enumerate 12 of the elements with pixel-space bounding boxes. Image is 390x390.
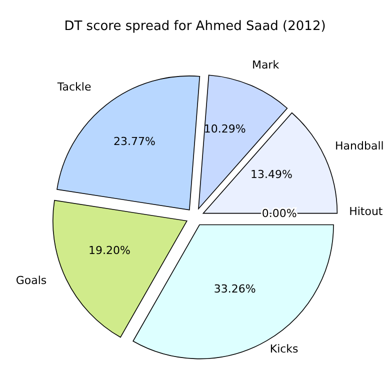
category-label: Hitout [349,205,383,218]
slice-label: Handball [335,140,384,153]
data-label: 10.29% [204,122,246,136]
chart-title: DT score spread for Ahmed Saad (2012) [64,19,326,34]
slice-label: Tackle [56,80,92,94]
slice-label: Mark [252,58,280,72]
data-label: 13.49% [250,168,292,182]
slice-label: Goals [16,274,47,288]
data-label: 33.26% [214,282,256,296]
slice-label: Kicks [270,342,299,356]
data-label: 23.77% [114,134,156,148]
data-label: 19.20% [88,244,130,257]
